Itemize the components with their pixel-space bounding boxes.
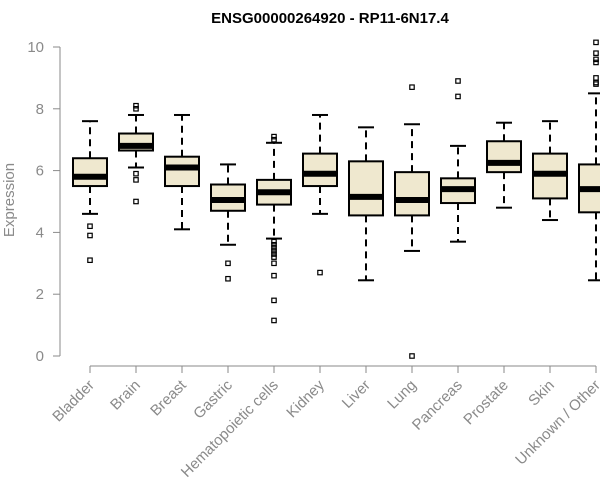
x-tick-label: Brain — [107, 377, 144, 414]
outlier-point — [593, 56, 599, 63]
outlier-point — [593, 75, 599, 81]
outlier-point — [455, 78, 461, 84]
box-iqr — [302, 152, 338, 188]
outlier-point — [87, 232, 93, 239]
outlier-point — [271, 297, 277, 304]
x-tick-label: Skin — [525, 377, 558, 410]
box-iqr — [164, 155, 200, 188]
box-iqr — [394, 171, 430, 217]
x-tick-label: Bladder — [49, 377, 98, 426]
outlier-point — [593, 79, 599, 86]
outlier-point — [455, 93, 461, 100]
box-lung — [394, 84, 430, 359]
box-breast — [164, 113, 200, 231]
x-tick-label: Pancreas — [409, 377, 466, 434]
box-pancreas — [440, 78, 476, 243]
box-hematopoietic-cells — [256, 133, 292, 324]
outlier-point — [593, 81, 599, 87]
outlier-point — [271, 317, 277, 324]
outlier-point — [87, 257, 93, 264]
outlier-point — [271, 272, 277, 279]
y-tick-label: 8 — [36, 101, 44, 118]
plot-area — [72, 39, 600, 359]
box-unknown-other — [578, 39, 600, 282]
box-iqr — [348, 160, 384, 217]
y-tick-label: 4 — [36, 224, 44, 241]
x-tick-label: Gastric — [190, 376, 236, 422]
y-axis: 0 2 4 6 8 10 — [27, 39, 61, 365]
outlier-point — [271, 241, 277, 248]
outlier-point — [409, 353, 415, 359]
box-iqr — [72, 157, 108, 188]
box-prostate — [486, 121, 522, 209]
box-skin — [532, 120, 568, 222]
outlier-point — [271, 248, 277, 254]
box-gastric — [210, 163, 246, 282]
outlier-point — [409, 84, 415, 90]
outlier-point — [271, 136, 277, 143]
outlier-point — [133, 177, 139, 183]
x-tick-label: Kidney — [283, 376, 328, 421]
box-bladder — [72, 120, 108, 264]
x-tick-label: Liver — [339, 377, 374, 412]
outlier-point — [133, 170, 139, 177]
y-tick-label: 10 — [27, 39, 44, 56]
x-tick-label: Prostate — [460, 377, 512, 429]
outlier-point — [87, 223, 93, 230]
x-tick-label: Lung — [384, 377, 420, 413]
outlier-point — [133, 105, 139, 112]
outlier-point — [593, 59, 599, 66]
box-iqr — [486, 140, 522, 174]
outlier-point — [271, 251, 277, 257]
outlier-point — [225, 260, 231, 267]
y-tick-label: 6 — [36, 163, 44, 180]
box-brain — [118, 102, 154, 205]
outlier-point — [271, 245, 277, 251]
outlier-point — [593, 39, 599, 46]
outlier-point — [317, 269, 323, 276]
outlier-point — [133, 102, 139, 109]
outlier-point — [593, 50, 599, 56]
x-tick-label: Breast — [147, 376, 190, 419]
outlier-point — [133, 198, 139, 205]
y-tick-label: 2 — [36, 286, 44, 303]
box-kidney — [302, 113, 338, 276]
outlier-point — [271, 238, 277, 245]
chart-title: ENSG00000264920 - RP11-6N17.4 — [211, 10, 449, 27]
outlier-point — [271, 260, 277, 267]
outlier-point — [271, 133, 277, 140]
outlier-point — [225, 275, 231, 282]
box-liver — [348, 126, 384, 282]
y-axis-label: Expression — [1, 163, 18, 237]
y-tick-label: 0 — [36, 348, 44, 365]
outlier-point — [271, 254, 277, 260]
